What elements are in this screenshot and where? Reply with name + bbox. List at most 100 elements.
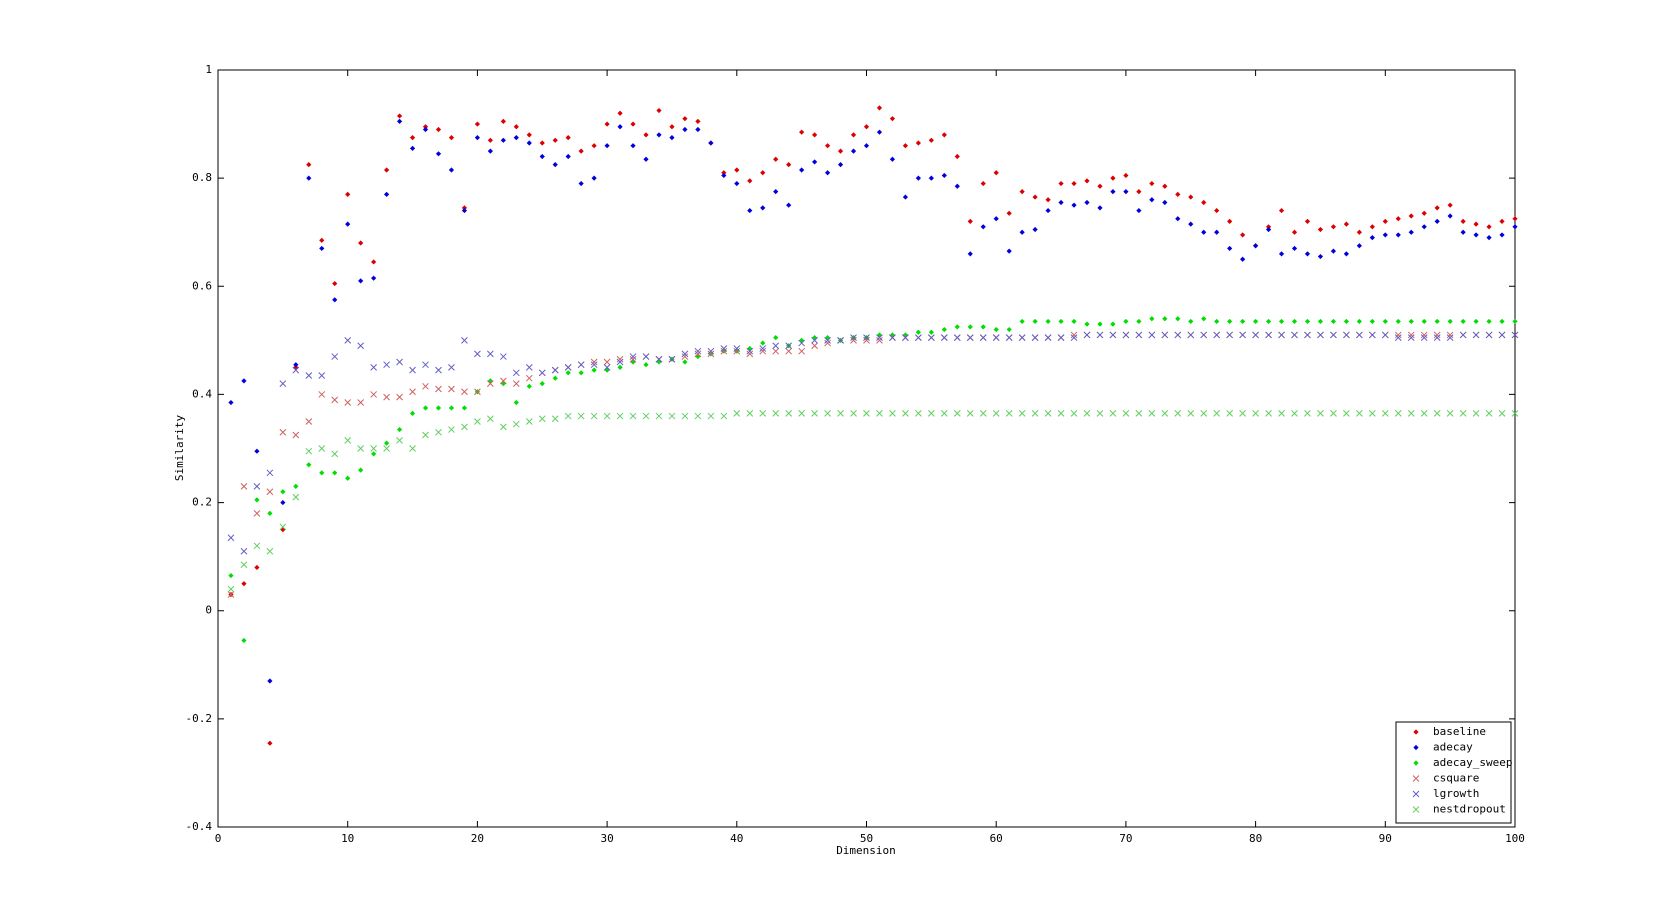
point <box>513 134 519 141</box>
point <box>577 361 585 369</box>
legend-label: csquare <box>1433 772 1479 785</box>
point <box>967 218 973 224</box>
point <box>293 483 299 489</box>
point <box>591 367 597 373</box>
point <box>227 534 235 542</box>
x-tick-label: 10 <box>341 832 354 845</box>
point <box>1421 318 1427 325</box>
point <box>1006 210 1012 216</box>
point <box>1356 331 1363 339</box>
point <box>928 329 934 335</box>
point <box>538 369 546 377</box>
point <box>824 143 831 149</box>
point <box>1447 202 1453 208</box>
point <box>552 375 558 381</box>
point <box>1096 410 1104 417</box>
point <box>306 462 312 468</box>
point <box>1420 410 1428 417</box>
point <box>746 410 754 417</box>
point <box>1200 331 1208 339</box>
point <box>760 205 766 211</box>
point <box>1368 331 1376 339</box>
point <box>630 143 636 149</box>
point <box>358 240 364 246</box>
point <box>616 355 624 363</box>
point <box>1486 318 1492 325</box>
point <box>396 113 403 119</box>
point <box>1512 216 1518 222</box>
point <box>1278 410 1285 417</box>
point <box>876 410 883 417</box>
point <box>1213 410 1221 417</box>
point <box>1420 334 1428 342</box>
point <box>1343 318 1349 325</box>
point <box>669 134 675 141</box>
point <box>1005 334 1013 342</box>
point <box>384 167 390 173</box>
point <box>331 396 339 404</box>
point <box>1045 207 1051 214</box>
point <box>1200 410 1208 417</box>
point <box>1252 331 1259 339</box>
point <box>1201 229 1207 235</box>
y-tick-label: -0.2 <box>186 712 213 725</box>
point <box>280 489 286 495</box>
point <box>345 221 351 227</box>
point <box>1005 410 1013 417</box>
point <box>1369 224 1375 230</box>
point <box>953 334 961 342</box>
point <box>564 412 572 420</box>
point <box>1382 232 1388 238</box>
point <box>1459 331 1467 339</box>
point <box>1162 199 1168 206</box>
y-tick-label: 1 <box>205 63 212 76</box>
point <box>1473 232 1479 238</box>
point <box>357 445 365 452</box>
point <box>656 107 662 114</box>
point <box>1110 175 1116 181</box>
y-tick-label: -0.4 <box>186 820 213 833</box>
point <box>461 423 468 431</box>
point <box>656 132 662 138</box>
point <box>552 137 558 143</box>
point <box>1317 253 1324 260</box>
point <box>837 148 844 154</box>
point <box>889 334 896 342</box>
point <box>1356 229 1362 235</box>
point <box>992 334 1000 342</box>
point <box>1136 207 1142 214</box>
point <box>668 355 676 363</box>
point <box>1019 189 1025 195</box>
point <box>254 497 260 503</box>
point <box>850 132 857 138</box>
point <box>1174 410 1182 417</box>
point <box>980 180 986 187</box>
point <box>396 118 403 124</box>
point <box>603 358 611 366</box>
point <box>1511 410 1519 417</box>
x-tick-label: 60 <box>990 832 1003 845</box>
point <box>383 445 390 452</box>
point <box>1018 410 1026 417</box>
point <box>370 364 377 371</box>
point <box>811 342 818 350</box>
point <box>915 329 921 335</box>
point <box>629 353 637 360</box>
point <box>590 358 598 366</box>
point <box>1227 245 1233 252</box>
point <box>280 499 286 506</box>
point <box>539 153 545 160</box>
point <box>1304 410 1311 417</box>
point <box>1265 226 1272 233</box>
point <box>915 140 921 146</box>
point <box>435 385 442 393</box>
point <box>941 326 947 333</box>
point <box>681 353 689 360</box>
point <box>1136 189 1142 195</box>
point <box>980 324 986 330</box>
point <box>590 412 598 420</box>
point <box>1498 410 1506 417</box>
point <box>1407 331 1415 339</box>
point <box>253 542 261 550</box>
point <box>1317 410 1324 417</box>
